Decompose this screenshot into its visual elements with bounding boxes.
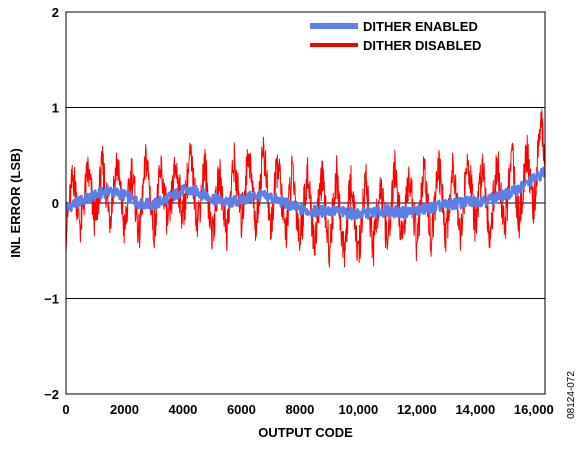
- x-tick-label: 14,000: [455, 402, 495, 417]
- x-tick-label: 0: [62, 402, 69, 417]
- y-tick-label: 0: [52, 196, 59, 211]
- x-tick-label: 12,000: [397, 402, 437, 417]
- x-tick-label: 10,000: [338, 402, 378, 417]
- x-tick-label: 6000: [227, 402, 256, 417]
- plot-frame: [65, 11, 546, 395]
- y-tick-label: 2: [52, 5, 59, 20]
- figure-id: 08124-072: [566, 371, 577, 419]
- y-tick-label: 1: [52, 101, 59, 116]
- tick-labels: −2 −1 0 1 2 0 2000 4000 6000 8000 10,000 12,000 14,0…: [44, 5, 554, 417]
- legend: DITHER ENABLED DITHER DISABLED: [310, 16, 540, 60]
- legend-label-dither-enabled: DITHER ENABLED: [363, 19, 478, 34]
- legend-background: [330, 16, 540, 60]
- x-tick-label: 4000: [168, 402, 197, 417]
- y-axis-title: INL ERROR (LSB): [8, 148, 23, 258]
- y-tick-label: −1: [44, 292, 59, 307]
- series-dither-disabled: [66, 108, 545, 268]
- legend-label-dither-disabled: DITHER DISABLED: [363, 38, 481, 53]
- y-tick-label: −2: [44, 387, 59, 402]
- series-layer: [66, 108, 545, 268]
- series-dither-enabled: [66, 166, 545, 221]
- x-tick-label: 2000: [110, 402, 139, 417]
- x-tick-label: 16,000: [514, 402, 554, 417]
- x-tick-label: 8000: [285, 402, 314, 417]
- x-axis-title: OUTPUT CODE: [258, 425, 353, 440]
